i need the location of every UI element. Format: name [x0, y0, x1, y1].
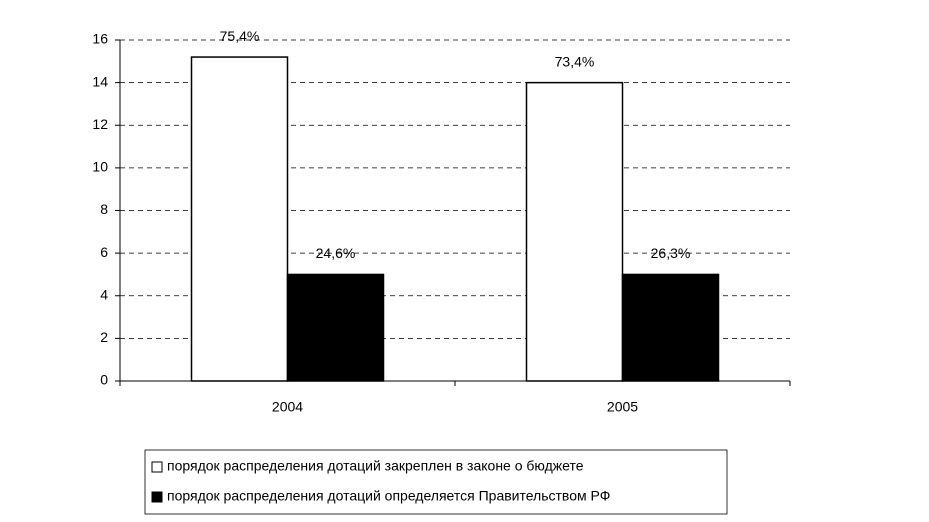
- y-tick-label: 14: [92, 73, 108, 89]
- legend-box: [144, 449, 728, 515]
- y-tick-label: 4: [100, 286, 108, 302]
- legend-label: порядок распределения дотаций закреплен …: [167, 458, 584, 474]
- legend-label: порядок распределения дотаций определяет…: [167, 488, 610, 504]
- legend-swatch: [151, 491, 163, 503]
- data-label: 73,4%: [555, 53, 595, 69]
- data-label: 75,4%: [220, 28, 260, 44]
- y-tick-label: 0: [100, 372, 108, 388]
- data-label: 26,3%: [651, 245, 691, 261]
- bar: [190, 56, 289, 382]
- x-tick-label: 2004: [272, 399, 303, 415]
- y-tick-label: 16: [92, 31, 108, 47]
- y-tick-label: 6: [100, 244, 108, 260]
- legend-swatch: [151, 461, 163, 473]
- bar: [286, 273, 385, 382]
- x-tick-label: 2005: [607, 399, 638, 415]
- y-tick-label: 8: [100, 201, 108, 217]
- y-tick-label: 2: [100, 329, 108, 345]
- bar: [525, 81, 624, 382]
- data-label: 24,6%: [316, 245, 356, 261]
- y-tick-label: 12: [92, 116, 108, 132]
- y-tick-label: 10: [92, 159, 108, 175]
- bar: [621, 273, 720, 382]
